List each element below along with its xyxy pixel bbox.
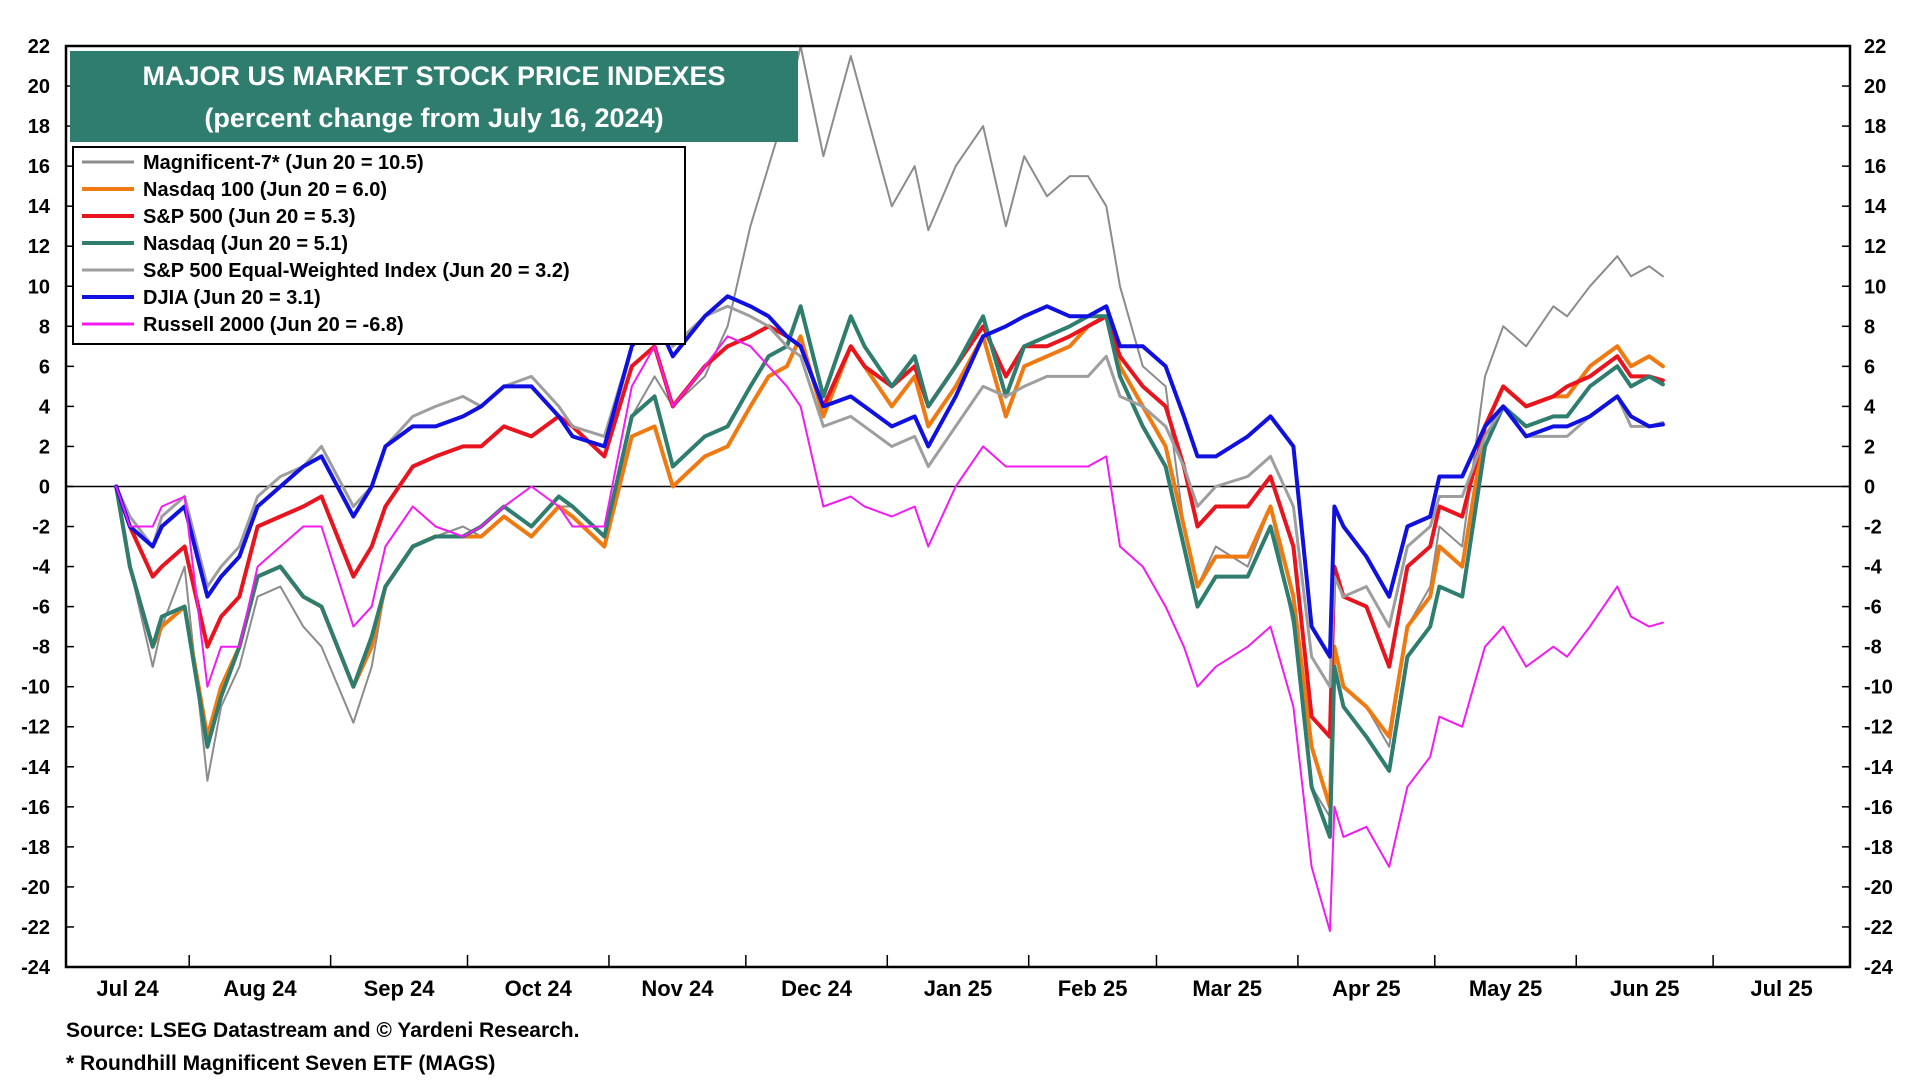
y-tick-label-right: -8 [1864,637,1882,659]
y-tick-label-left: -14 [21,757,51,779]
y-tick-label-right: -16 [1864,797,1893,819]
y-tick-label-left: -18 [21,837,50,859]
title-box [70,51,798,142]
x-tick-label: Dec 24 [781,976,853,1001]
y-tick-label-left: 16 [28,156,50,178]
x-tick-label: Aug 24 [223,976,297,1001]
y-tick-label-right: 10 [1864,276,1886,298]
y-tick-label-left: 6 [39,356,50,378]
y-tick-label-left: 8 [39,316,50,338]
y-tick-label-left: 10 [28,276,50,298]
y-tick-label-left: 4 [39,396,51,418]
legend-label-6: Russell 2000 (Jun 20 = -6.8) [143,314,404,336]
y-tick-label-right: 12 [1864,236,1886,258]
y-tick-label-right: 18 [1864,116,1886,138]
chart-title: MAJOR US MARKET STOCK PRICE INDEXES [142,61,725,91]
y-tick-label-left: -22 [21,917,50,939]
legend-label-1: Nasdaq 100 (Jun 20 = 6.0) [143,179,387,201]
plot-frame [64,44,1852,969]
y-tick-label-right: -14 [1864,757,1894,779]
series-line-3 [114,304,1665,839]
y-tick-label-left: 14 [28,196,51,218]
y-tick-label-left: -4 [32,557,51,579]
x-tick-label: Jul 24 [96,976,159,1001]
y-tick-label-right: 6 [1864,356,1875,378]
x-tick-label: Nov 24 [641,976,714,1001]
legend-box [72,146,686,345]
y-tick-label-right: -4 [1864,557,1883,579]
y-tick-label-left: 18 [28,116,50,138]
series-line-6 [115,335,1664,932]
y-tick-label-left: 0 [39,476,50,498]
y-tick-label-left: 22 [28,36,50,58]
y-tick-label-left: 12 [28,236,50,258]
x-tick-label: Oct 24 [505,976,573,1001]
y-tick-label-left: 20 [28,76,50,98]
x-tick-label: Jan 25 [924,976,993,1001]
y-tick-label-right: 2 [1864,436,1875,458]
x-tick-label: Sep 24 [364,976,436,1001]
legend-label-0: Magnificent-7* (Jun 20 = 10.5) [143,152,424,174]
y-tick-label-right: 4 [1864,396,1876,418]
series-line-4 [114,304,1665,689]
legend-label-2: S&P 500 (Jun 20 = 5.3) [143,206,356,228]
y-tick-label-right: 14 [1864,196,1887,218]
source-note: Source: LSEG Datastream and © Yardeni Re… [66,1019,579,1042]
legend-label-5: DJIA (Jun 20 = 3.1) [143,287,321,309]
y-tick-label-right: 20 [1864,76,1886,98]
y-tick-label-right: -22 [1864,917,1893,939]
y-tick-label-right: -20 [1864,877,1893,899]
y-tick-label-right: -18 [1864,837,1893,859]
y-tick-label-right: 8 [1864,316,1875,338]
x-tick-label: Jun 25 [1610,976,1680,1001]
x-tick-label: Jul 25 [1750,976,1812,1001]
y-tick-label-right: 22 [1864,36,1886,58]
series-layer [114,45,1665,932]
legend-label-4: S&P 500 Equal-Weighted Index (Jun 20 = 3… [143,260,570,282]
y-tick-label-left: -16 [21,797,50,819]
y-tick-label-right: -6 [1864,597,1882,619]
footnote: * Roundhill Magnificent Seven ETF (MAGS) [66,1052,495,1075]
x-tick-label: May 25 [1469,976,1542,1001]
series-line-0 [115,45,1664,818]
y-tick-label-left: -10 [21,677,50,699]
y-tick-label-left: -20 [21,877,50,899]
y-tick-label-right: -24 [1864,957,1894,979]
legend-label-3: Nasdaq (Jun 20 = 5.1) [143,233,348,255]
y-tick-label-right: -12 [1864,717,1893,739]
y-tick-label-left: -6 [32,597,50,619]
x-tick-label: Feb 25 [1058,976,1128,1001]
y-tick-label-right: -2 [1864,517,1882,539]
y-tick-label-left: -12 [21,717,50,739]
y-tick-label-left: 2 [39,436,50,458]
y-tick-label-right: 0 [1864,476,1875,498]
y-tick-label-left: -8 [32,637,50,659]
y-tick-label-left: -24 [21,957,51,979]
y-tick-label-right: -10 [1864,677,1893,699]
y-tick-label-left: -2 [32,517,50,539]
series-line-5 [114,294,1665,659]
chart-subtitle: (percent change from July 16, 2024) [204,103,663,133]
y-tick-label-right: 16 [1864,156,1886,178]
x-tick-label: Mar 25 [1192,976,1262,1001]
legend: Magnificent-7* (Jun 20 = 10.5) Nasdaq 100… [82,152,570,336]
x-tick-label: Apr 25 [1332,976,1400,1001]
